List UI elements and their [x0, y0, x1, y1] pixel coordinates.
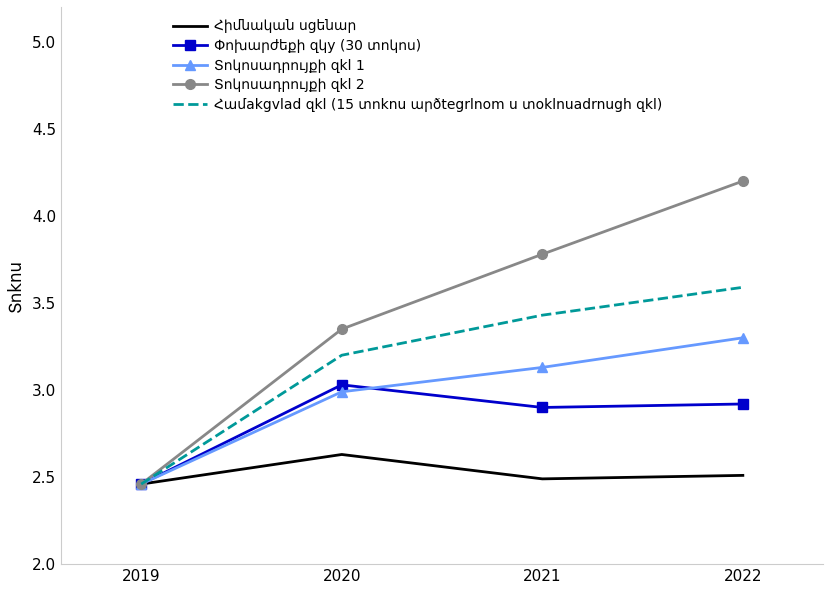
Y-axis label: Տոknu: Տոknu [7, 259, 25, 312]
Legend: Հիմնական սցենար, Փոխարժեքի զկy (30 տոկոս), Տոկոսադրույքի զkl 1, Տոկոսադրույքի զk: Հիմնական սցենար, Փոխարժեքի զկy (30 տոկոս… [167, 14, 668, 117]
